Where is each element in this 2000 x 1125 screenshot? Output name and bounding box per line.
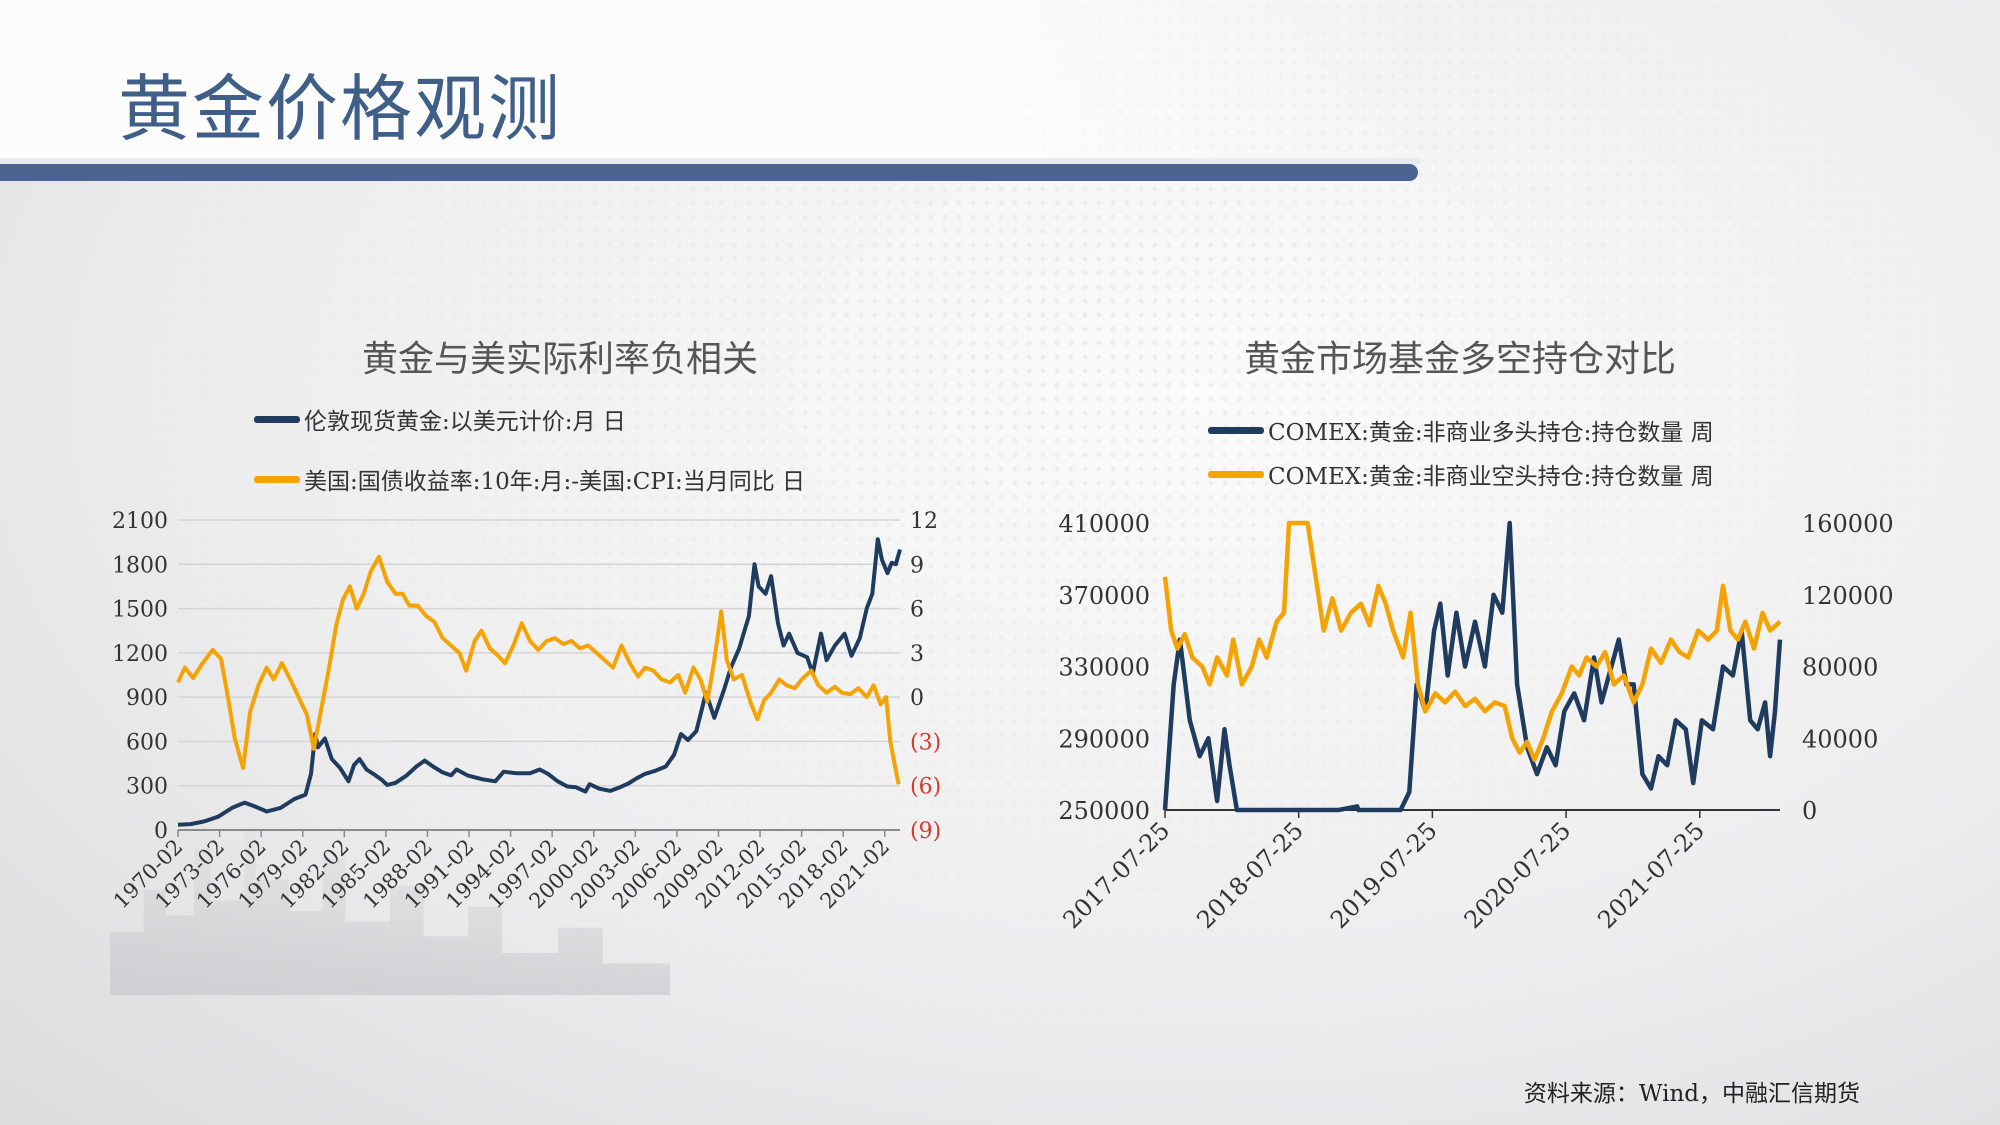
chart2-right-tick-label: 40000 bbox=[1802, 725, 1878, 753]
chart2-legend-swatch-gold bbox=[1208, 470, 1264, 478]
chart2-left-tick-label: 410000 bbox=[1058, 510, 1150, 538]
chart2-series-short bbox=[1162, 520, 1782, 763]
chart2-legend-item-long: COMEX:黄金:非商业多头持仓:持仓数量 周 bbox=[1208, 413, 1714, 447]
chart2-right-tick-label: 80000 bbox=[1802, 654, 1878, 682]
chart2-x-tick-label: 2017-07-25 bbox=[1058, 816, 1176, 934]
chart1-right-tick-label: (6) bbox=[910, 775, 941, 800]
chart2-legend-swatch-navy bbox=[1208, 426, 1264, 434]
chart2-legend-label-short: COMEX:黄金:非商业空头持仓:持仓数量 周 bbox=[1268, 464, 1714, 490]
chart2-left-tick-label: 290000 bbox=[1058, 725, 1150, 753]
chart1-legend-label-gold-price: 伦敦现货黄金:以美元计价:月 日 bbox=[304, 409, 626, 435]
chart2-legend: COMEX:黄金:非商业多头持仓:持仓数量 周 COMEX:黄金:非商业空头持仓… bbox=[1208, 413, 1714, 491]
chart1-left-tick-label: 1500 bbox=[112, 598, 168, 623]
chart1-legend: 伦敦现货黄金:以美元计价:月 日 美国:国债收益率:10年:月:-美国:CPI:… bbox=[254, 402, 805, 496]
chart1-right-tick-label: 3 bbox=[910, 642, 924, 667]
chart1-legend-item-real-rate: 美国:国债收益率:10年:月:-美国:CPI:当月同比 日 bbox=[254, 462, 805, 496]
source-note: 资料来源：Wind，中融汇信期货 bbox=[1523, 1081, 1860, 1107]
chart1-left-tick-label: 2100 bbox=[112, 509, 168, 534]
chart2-x-tick-label: 2018-07-25 bbox=[1191, 816, 1309, 934]
chart2-left-tick-label: 370000 bbox=[1058, 582, 1150, 610]
chart2-legend-item-short: COMEX:黄金:非商业空头持仓:持仓数量 周 bbox=[1208, 457, 1714, 491]
chart1-right-tick-label: 9 bbox=[910, 553, 924, 578]
chart1-left-tick-label: 1800 bbox=[112, 553, 168, 578]
page-title: 黄金价格观测 bbox=[118, 67, 563, 151]
chart1-series-real-rate bbox=[176, 554, 901, 785]
chart2-title: 黄金市场基金多空持仓对比 bbox=[1243, 339, 1676, 380]
title-rule-highlight bbox=[0, 158, 1420, 164]
chart1-right-tick-label: 12 bbox=[910, 509, 938, 534]
chart2-series-long bbox=[1162, 520, 1783, 813]
chart1-series-gold-price bbox=[177, 537, 902, 827]
title-band bbox=[0, 0, 1420, 164]
chart1-left-tick-label: 1200 bbox=[112, 642, 168, 667]
chart1-right-tick-label: (9) bbox=[910, 819, 941, 844]
chart1-legend-item-gold-price: 伦敦现货黄金:以美元计价:月 日 bbox=[254, 402, 805, 436]
chart2-left-tick-label: 250000 bbox=[1058, 797, 1150, 825]
chart2-left-tick-label: 330000 bbox=[1058, 654, 1150, 682]
chart2-right-tick-label: 120000 bbox=[1802, 582, 1894, 610]
chart2-right-tick-label: 0 bbox=[1802, 797, 1817, 825]
chart2-x-tick-label: 2019-07-25 bbox=[1325, 816, 1443, 934]
title-rule bbox=[0, 164, 1418, 181]
chart1-title: 黄金与美实际利率负相关 bbox=[361, 339, 758, 380]
chart1-right-tick-label: (3) bbox=[910, 730, 941, 755]
chart1-legend-label-real-rate: 美国:国债收益率:10年:月:-美国:CPI:当月同比 日 bbox=[304, 469, 806, 495]
chart1-right-tick-label: 0 bbox=[910, 686, 924, 711]
chart1-right-tick-label: 6 bbox=[910, 598, 924, 623]
chart1-legend-swatch-navy bbox=[254, 415, 300, 423]
chart2-x-tick-label: 2021-07-25 bbox=[1592, 816, 1710, 934]
chart1-gold-vs-real-rate: 0 300 600 900 1200 1500 1800 2100 (9) (6) (3) 0 3 6 9 1… bbox=[109, 509, 941, 913]
chart2-legend-label-long: COMEX:黄金:非商业多头持仓:持仓数量 周 bbox=[1268, 420, 1714, 446]
chart2-right-tick-label: 160000 bbox=[1802, 510, 1894, 538]
chart1-left-tick-label: 900 bbox=[126, 686, 168, 711]
chart1-left-tick-label: 0 bbox=[154, 819, 168, 844]
chart1-legend-swatch-gold bbox=[254, 475, 300, 483]
chart1-left-tick-label: 300 bbox=[126, 775, 168, 800]
chart1-left-tick-label: 600 bbox=[126, 730, 168, 755]
chart2-x-tick-label: 2020-07-25 bbox=[1459, 816, 1577, 934]
chart2-comex-positions: 250000 290000 330000 370000 410000 0 40000 8000… bbox=[1058, 510, 1894, 934]
